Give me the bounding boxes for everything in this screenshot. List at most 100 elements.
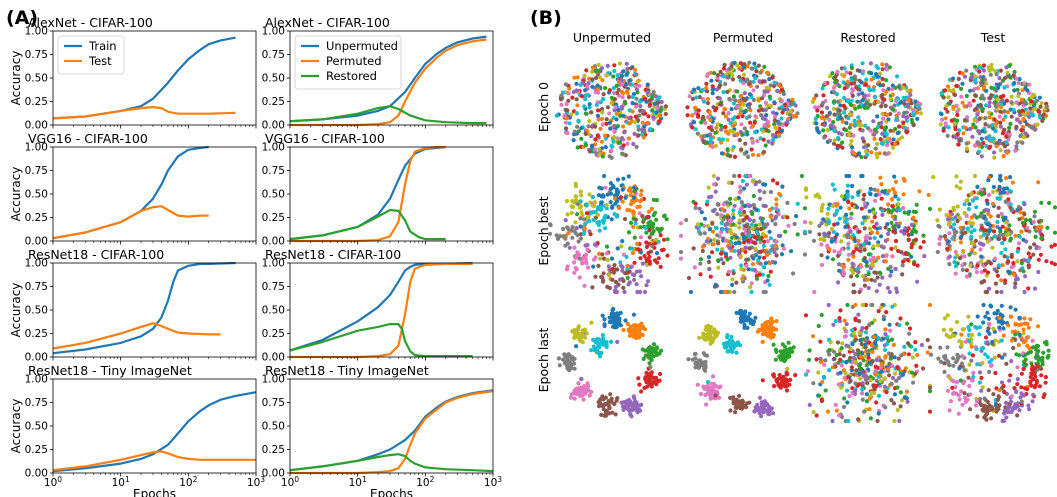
scatter-point <box>593 68 598 73</box>
x-tick-label: 103 <box>484 475 502 489</box>
scatter-point <box>728 408 733 413</box>
scatter-point <box>995 85 1001 91</box>
scatter-point <box>984 81 989 86</box>
scatter-point <box>979 192 985 197</box>
scatter-point <box>857 350 862 355</box>
scatter-point <box>599 106 605 112</box>
scatter-point <box>937 241 942 247</box>
scatter-point <box>937 207 942 212</box>
y-tick-label: 0.75 <box>262 49 285 61</box>
scatter-point <box>771 372 776 377</box>
scatter-point <box>846 246 851 251</box>
scatter-point <box>568 395 574 400</box>
line-chart-2: AlexNet - CIFAR-1000.000.250.500.751.00U… <box>262 15 494 132</box>
scatter-point <box>600 279 606 284</box>
scatter-point <box>821 375 827 380</box>
scatter-point <box>695 382 700 387</box>
scatter-point <box>596 117 601 122</box>
scatter-point <box>1024 225 1030 230</box>
scatter-point <box>890 214 895 219</box>
scatter-point <box>632 131 637 136</box>
scatter-point <box>960 81 965 86</box>
scatter-point <box>866 241 872 246</box>
scatter-point <box>1006 259 1011 264</box>
scatter-point <box>634 104 639 109</box>
scatter-point <box>639 197 644 203</box>
scatter-point <box>762 239 767 244</box>
scatter-point <box>996 205 1001 210</box>
scatter-point <box>628 66 634 71</box>
scatter-point <box>849 65 855 71</box>
scatter-point <box>705 380 711 385</box>
x-tick-label: 101 <box>112 475 130 489</box>
scatter-point <box>936 356 941 361</box>
scatter-point <box>789 249 794 254</box>
scatter-point <box>771 133 776 138</box>
scatter-point <box>715 212 720 217</box>
scatter-point <box>702 99 707 104</box>
scatter-point <box>603 185 608 190</box>
scatter-point <box>967 272 973 277</box>
scatter-point <box>698 231 703 236</box>
scatter-point <box>620 199 625 204</box>
scatter-point <box>890 204 895 209</box>
scatter-point <box>836 262 842 267</box>
scatter-point <box>927 345 933 350</box>
scatter-point <box>1028 245 1033 250</box>
scatter-point <box>889 269 894 274</box>
scatter-point <box>952 222 957 227</box>
scatter-point <box>799 173 805 179</box>
scatter-point <box>621 69 626 74</box>
scatter-point <box>1017 77 1022 82</box>
scatter-point <box>678 256 684 261</box>
scatter-point <box>880 76 885 82</box>
scatter-point <box>625 66 630 71</box>
scatter-point <box>955 219 960 224</box>
scatter-point <box>709 324 714 330</box>
scatter-point <box>856 382 862 387</box>
scatter-point <box>867 407 872 412</box>
scatter-point <box>618 277 623 282</box>
scatter-point <box>1026 325 1031 330</box>
scatter-point <box>563 126 569 131</box>
scatter-point <box>756 98 761 103</box>
scatter-point <box>646 114 651 119</box>
scatter-point <box>753 246 758 251</box>
scatter-point <box>872 132 877 137</box>
scatter-point <box>1047 200 1052 206</box>
scatter-point <box>827 347 832 353</box>
scatter-point <box>737 225 742 230</box>
scatter-point <box>576 381 581 386</box>
scatter-point <box>762 89 767 94</box>
scatter-point <box>896 376 902 381</box>
scatter-point <box>971 98 976 103</box>
scatter-point <box>587 149 593 154</box>
scatter-point <box>990 189 996 194</box>
scatter-point <box>642 289 648 295</box>
scatter-point <box>958 240 964 245</box>
scatter-point <box>773 357 779 362</box>
scatter-point <box>766 120 771 125</box>
scatter-point <box>735 340 741 345</box>
scatter-point <box>827 138 833 143</box>
scatter-point <box>583 88 588 93</box>
y-tick-label: 0.75 <box>25 397 48 409</box>
scatter-point <box>565 212 570 217</box>
scatter-point <box>993 129 998 134</box>
scatter-point <box>631 211 636 216</box>
scatter-point <box>758 261 763 266</box>
scatter-point <box>745 64 750 69</box>
scatter-point <box>866 252 872 257</box>
scatter-point <box>842 110 847 115</box>
scatter-point <box>848 216 854 221</box>
scatter-point <box>877 270 883 275</box>
scatter-point <box>737 218 742 223</box>
scatter-point <box>779 357 784 362</box>
scatter-point <box>906 341 911 346</box>
scatter-point <box>1016 94 1021 99</box>
scatter-point <box>896 356 901 361</box>
scatter-point <box>1034 244 1039 249</box>
scatter-point <box>613 279 619 285</box>
scatter-point <box>634 282 639 287</box>
